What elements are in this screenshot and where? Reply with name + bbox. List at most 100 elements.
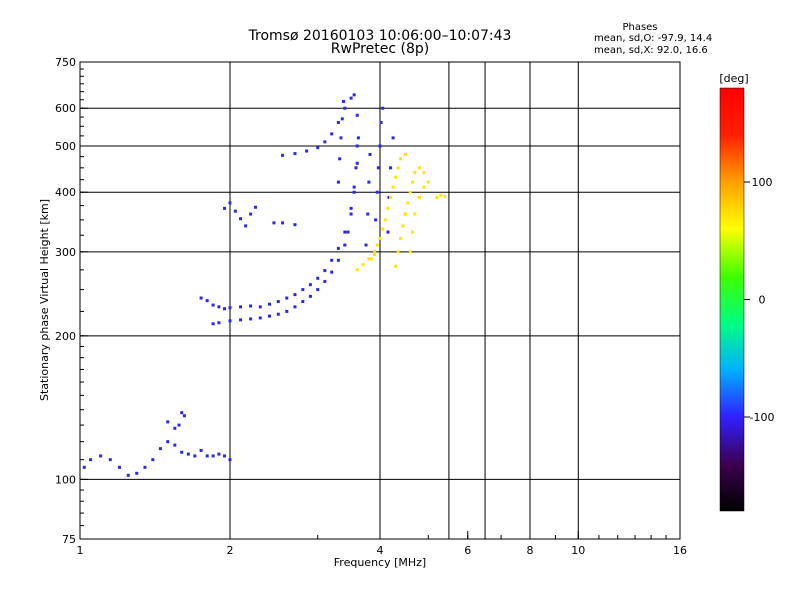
data-point-x	[439, 193, 443, 197]
data-point-o	[193, 454, 197, 458]
phases-x-stats: mean, sd,X: 92.0, 16.6	[594, 45, 708, 56]
phases-header: Phases	[622, 22, 657, 33]
data-point-o	[223, 454, 227, 458]
data-point-o	[211, 454, 215, 458]
data-point-x	[394, 175, 398, 179]
data-point-o	[355, 144, 359, 148]
data-point-o	[342, 99, 346, 103]
data-point-o	[340, 117, 344, 121]
colorbar-ticks: 100 0 -100	[744, 176, 774, 424]
data-point-o	[391, 136, 395, 140]
x-axis-ticks: 1 2 4 6 8 10 16	[77, 531, 687, 557]
data-point-x	[355, 268, 359, 272]
data-point-o	[217, 321, 221, 325]
data-point-o	[323, 140, 327, 144]
data-point-x	[373, 250, 377, 254]
data-point-x	[381, 227, 385, 231]
chart-title: Tromsø 20160103 10:06:00–10:07:43	[248, 28, 512, 44]
data-point-x	[443, 194, 447, 198]
data-point-o	[276, 300, 280, 304]
data-point-o	[211, 322, 215, 326]
data-point-o	[316, 288, 320, 292]
data-point-o	[267, 302, 271, 306]
data-point-o	[82, 465, 86, 469]
data-point-x	[391, 185, 395, 189]
data-point-o	[276, 312, 280, 316]
data-point-x	[408, 250, 412, 254]
data-point-x	[383, 218, 387, 222]
x-axis-label: Frequency [MHz]	[334, 556, 426, 569]
data-point-o	[177, 423, 181, 427]
data-point-o	[352, 185, 356, 189]
data-point-o	[343, 230, 347, 234]
data-point-o	[228, 306, 232, 310]
data-point-x	[394, 264, 398, 268]
data-point-o	[349, 96, 353, 100]
x-tick-label: 16	[673, 544, 687, 557]
data-point-o	[316, 276, 320, 280]
data-point-x	[367, 257, 371, 261]
data-point-o	[151, 458, 155, 462]
data-point-x	[413, 170, 417, 174]
data-point-o	[366, 212, 370, 216]
data-point-o	[117, 465, 121, 469]
x-tick-label: 4	[377, 544, 384, 557]
data-point-o	[368, 152, 372, 156]
data-point-o	[355, 113, 359, 117]
data-point-o	[99, 454, 103, 458]
data-point-o	[228, 319, 232, 323]
data-point-o	[386, 230, 390, 234]
data-point-o	[258, 305, 262, 309]
y-tick-label: 75	[62, 533, 76, 546]
data-point-o	[205, 299, 209, 303]
data-point-o	[316, 146, 320, 150]
data-point-o	[349, 212, 353, 216]
colorbar	[719, 87, 745, 512]
data-point-x	[396, 250, 400, 254]
data-point-o	[173, 426, 177, 430]
data-point-o	[205, 454, 209, 458]
x-tick-label: 1	[77, 544, 84, 557]
data-point-x	[417, 166, 421, 170]
data-point-o	[166, 420, 170, 424]
data-point-o	[244, 224, 248, 228]
data-point-x	[399, 236, 403, 240]
data-point-o	[378, 144, 382, 148]
data-point-o	[228, 458, 232, 462]
data-point-o	[272, 221, 276, 225]
data-point-x	[422, 170, 426, 174]
data-point-o	[352, 93, 356, 97]
data-point-x	[403, 152, 407, 156]
data-point-o	[281, 221, 285, 225]
data-point-o	[339, 136, 343, 140]
y-tick-label: 500	[55, 140, 76, 153]
data-point-o	[323, 279, 327, 283]
data-point-o	[166, 440, 170, 444]
data-point-o	[336, 121, 340, 125]
data-point-x	[375, 243, 379, 247]
data-point-o	[199, 448, 203, 452]
data-point-o	[180, 411, 184, 415]
data-point-o	[379, 121, 383, 125]
data-point-o	[343, 106, 347, 110]
data-point-o	[249, 317, 253, 321]
colorbar-tick-label: 100	[752, 176, 773, 189]
colorbar-tick-label: -100	[750, 411, 775, 424]
data-point-o	[346, 230, 350, 234]
y-tick-label: 200	[55, 330, 76, 343]
data-point-o	[228, 201, 232, 205]
data-point-o	[323, 269, 327, 273]
data-point-o	[389, 166, 393, 170]
x-tick-label: 6	[464, 544, 471, 557]
colorbar-label: [deg]	[719, 72, 748, 85]
data-point-o	[375, 190, 379, 194]
data-point-o	[293, 223, 297, 227]
data-point-o	[199, 296, 203, 300]
data-point-o	[305, 149, 309, 153]
data-point-o	[180, 450, 184, 454]
data-point-o	[336, 180, 340, 184]
data-point-x	[361, 263, 365, 267]
data-points	[82, 93, 447, 477]
data-point-o	[308, 283, 312, 287]
data-point-o	[293, 152, 297, 156]
